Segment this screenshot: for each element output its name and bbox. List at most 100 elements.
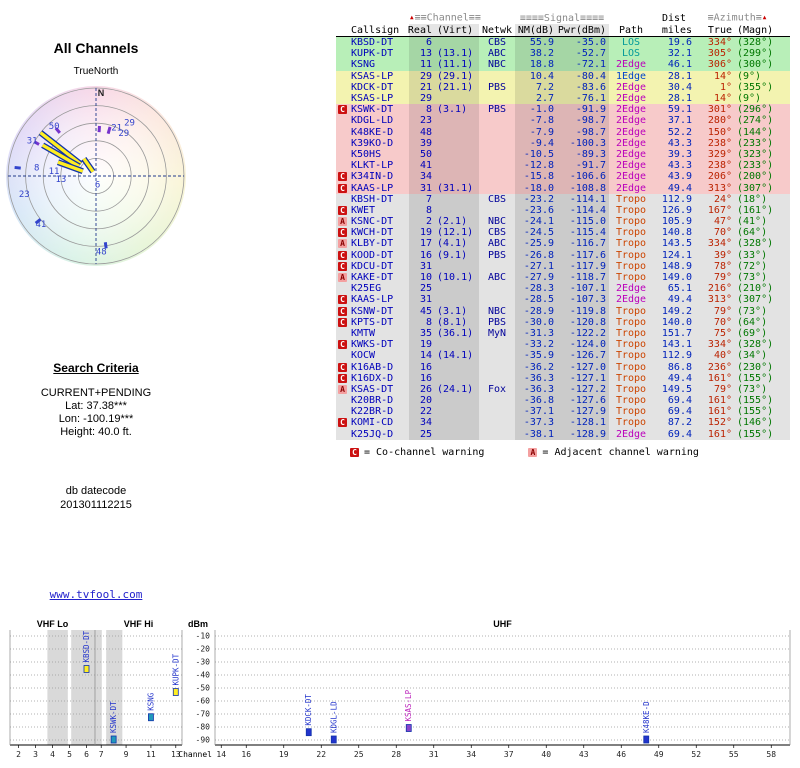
warning-badge-cell: A <box>336 272 349 283</box>
power-cell: -114.4 <box>557 204 609 216</box>
band-title: VHF Hi <box>124 619 154 629</box>
warning-badge-cell: C <box>336 171 349 182</box>
callsign-cell: KWET <box>351 204 376 216</box>
virtual-channel-cell: (13.1) <box>435 48 479 60</box>
real-channel-cell: 13 <box>409 48 435 60</box>
signal-tick <box>106 126 112 135</box>
power-cell: -98.7 <box>557 126 609 138</box>
virtual-channel-cell: (21.1) <box>435 81 479 93</box>
virtual-channel-cell <box>435 37 479 49</box>
adjacent-channel-badge: A <box>338 273 347 283</box>
tvfool-link[interactable]: www.tvfool.com <box>49 588 143 601</box>
azimuth-magnetic-cell: (230°) <box>737 361 774 373</box>
real-channel-cell: 20 <box>409 395 435 407</box>
virtual-channel-cell: (2.1) <box>435 216 479 228</box>
band-title: VHF Lo <box>37 619 69 629</box>
signal-bar-chart: -10 -20 -30 -40 -50 -60 -70 -80 -90 VHF Lo VHF Hi U… <box>9 619 791 759</box>
table-row: K48KE-D 48 -7.9 -98.7 2Edge 52.2 150° (144°) <box>336 126 790 138</box>
real-channel-cell: 14 <box>409 350 435 362</box>
real-channel-cell: 34 <box>409 171 435 183</box>
noise-margin-cell: -7.8 <box>515 115 557 127</box>
warning-badge-cell: C <box>336 205 349 216</box>
table-row: K50HS 50 -10.5 -89.3 2Edge 39.3 329° (323°) <box>336 148 790 161</box>
power-cell: -72.1 <box>557 59 609 71</box>
col-miles: miles <box>661 24 692 36</box>
virtual-channel-cell: (3.1) <box>435 305 479 317</box>
path-cell: Tropo <box>615 238 647 250</box>
db-datecode: db datecode 201301112215 <box>12 484 180 512</box>
path-cell: 2Edge <box>615 294 647 306</box>
path-cell: Tropo <box>615 272 647 284</box>
callsign-cell: K22BR-D <box>351 406 394 418</box>
distance-cell: 124.1 <box>661 249 692 261</box>
channel-tick-label: 34 <box>466 750 476 759</box>
dbm-tick-label: -30 <box>196 658 211 667</box>
network-cell: MyN <box>487 327 507 339</box>
power-cell: -80.4 <box>557 70 609 82</box>
azimuth-true-cell: 24° <box>713 193 732 205</box>
path-cell: Tropo <box>615 204 647 216</box>
dbm-tick-label: -40 <box>196 671 211 680</box>
virtual-channel-cell <box>435 148 479 161</box>
azimuth-magnetic-cell: (144°) <box>737 126 774 138</box>
warning-badge-cell: C <box>336 317 349 328</box>
power-cell: -118.7 <box>557 271 609 284</box>
station-bar-label: KBSD-DT <box>82 630 91 662</box>
power-cell: -115.0 <box>557 216 609 228</box>
azimuth-true-cell: 236° <box>707 361 732 373</box>
legend-item: A = Adjacent channel warning <box>528 447 699 458</box>
power-cell: -83.6 <box>557 81 609 93</box>
warning-badge-cell: C <box>336 339 349 350</box>
azimuth-true-cell: 152° <box>707 417 732 429</box>
path-cell: LOS <box>621 37 641 49</box>
channel-tick-label: 13 <box>171 750 181 759</box>
channel-point-label: 48 <box>96 247 107 257</box>
virtual-channel-cell <box>435 283 479 295</box>
callsign-cell: KUPK-DT <box>351 48 394 60</box>
site-link-wrap: www.tvfool.com <box>12 588 180 601</box>
azimuth-true-cell: 79° <box>713 272 732 284</box>
co-channel-badge: C <box>338 306 347 316</box>
virtual-channel-cell <box>435 339 479 351</box>
power-cell: -98.7 <box>557 115 609 127</box>
real-channel-cell: 16 <box>409 372 435 384</box>
path-cell: Tropo <box>615 339 647 351</box>
distance-cell: 143.1 <box>661 339 692 351</box>
table-column-header: Callsign Real (Virt) Netwk NM(dB) Pwr(dB… <box>336 24 790 37</box>
callsign-cell: KWKS-DT <box>351 339 394 351</box>
table-row: KSNG 11 (11.1) NBC 18.8 -72.1 2Edge 46.1 306° (30… <box>336 59 790 71</box>
adjacent-channel-badge: A <box>338 217 347 227</box>
col-callsign: Callsign <box>351 24 400 36</box>
signal-tick <box>34 218 42 225</box>
warning-badge-cell: C <box>336 373 349 384</box>
real-channel-cell: 29 <box>409 92 435 105</box>
co-channel-badge: C <box>338 362 347 372</box>
real-channel-cell: 6 <box>409 37 435 49</box>
path-cell: 2Edge <box>615 148 647 160</box>
azimuth-true-cell: 334° <box>707 37 732 49</box>
callsign-cell: K25EG <box>351 283 382 295</box>
network-cell: NBC <box>487 59 507 71</box>
real-channel-cell: 22 <box>409 406 435 418</box>
callsign-cell: KOOD-DT <box>351 249 394 261</box>
co-channel-badge: C <box>338 295 347 305</box>
table-group-header: ▲≡≡Channel≡≡ ≡≡≡≡Signal≡≡≡≡ Dist ≡Azimut… <box>336 12 790 24</box>
signal-table-body: KBSD-DT 6 CBS 55.9 -35.0 LOS 19.6 334° (328°) KUP… <box>336 37 790 440</box>
channel-tick-label: 22 <box>316 750 326 759</box>
real-channel-cell: 8 <box>409 316 435 328</box>
power-cell: -91.7 <box>557 160 609 172</box>
distance-cell: 148.9 <box>661 260 692 272</box>
legend-text: = Co-channel warning <box>364 446 485 458</box>
distance-cell: 69.4 <box>667 428 692 440</box>
noise-margin-cell: -12.8 <box>515 160 557 172</box>
power-cell: -107.1 <box>557 283 609 295</box>
warning-badge-cell: C <box>336 104 349 115</box>
real-channel-cell: 39 <box>409 137 435 149</box>
noise-margin-cell: -30.0 <box>515 316 557 328</box>
noise-margin-cell: -36.8 <box>515 395 557 407</box>
channel-point-label: 41 <box>35 220 46 230</box>
signal-group-header: ≡≡≡≡Signal≡≡≡≡ <box>519 12 605 24</box>
adjacent-channel-badge: A <box>338 384 347 394</box>
power-cell: -89.3 <box>557 148 609 161</box>
